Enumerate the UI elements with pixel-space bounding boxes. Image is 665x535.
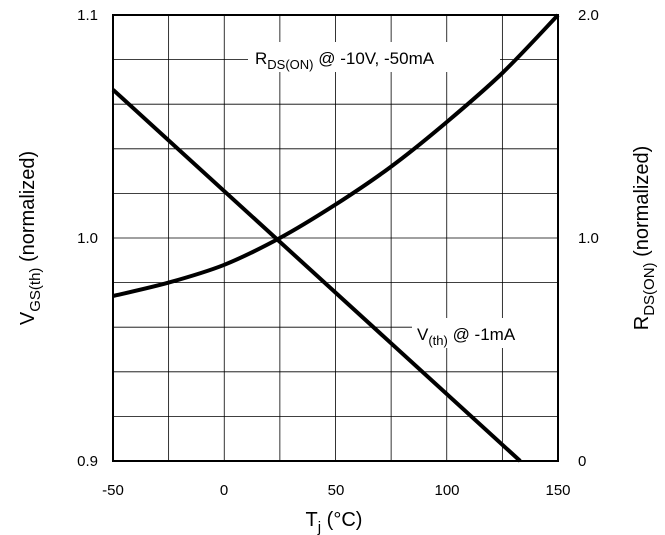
grid [113, 15, 558, 461]
x-axis-title: Tj (°C) [306, 509, 363, 535]
annotation-rds-background [248, 42, 500, 72]
y-right-tick-label: 1.0 [578, 230, 599, 247]
y-left-axis-title: VGS(th) (normalized) [17, 151, 44, 325]
y-left-tick-label: 1.1 [77, 7, 98, 24]
annotation-vth-label: V(th) @ -1mA [417, 325, 516, 348]
x-tick-label: 0 [220, 482, 228, 499]
x-tick-label: 150 [545, 482, 570, 499]
x-tick-label: 100 [434, 482, 459, 499]
series-line-vth [111, 88, 522, 463]
plot-frame [112, 14, 559, 462]
x-tick-label: 50 [328, 482, 345, 499]
series-line-rds-on [112, 13, 560, 298]
x-tick-label: -50 [102, 482, 124, 499]
annotation-rds-label: RDS(ON) @ -10V, -50mA [255, 49, 435, 72]
y-right-tick-label: 0 [578, 453, 586, 470]
y-right-tick-label: 2.0 [578, 7, 599, 24]
y-right-axis-title: RDS(ON) (normalized) [631, 146, 658, 330]
annotation-vth-background [412, 318, 558, 348]
y-left-tick-label: 1.0 [77, 230, 98, 247]
y-left-tick-label: 0.9 [77, 453, 98, 470]
